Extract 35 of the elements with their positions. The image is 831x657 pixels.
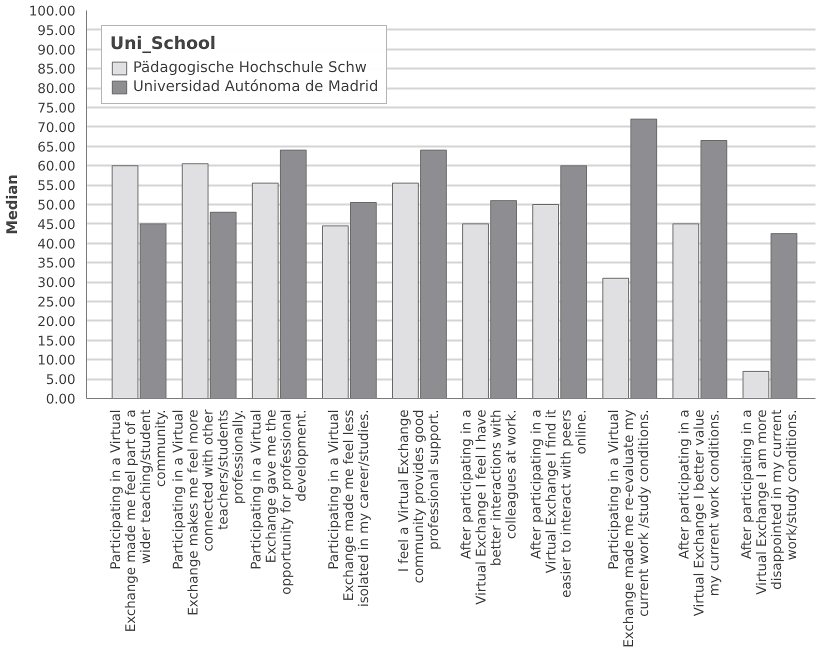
legend-label: Universidad Autónoma de Madrid xyxy=(133,78,378,95)
x-tick-label: After participating in a Virtual Exchange I better value my current work conditions. xyxy=(677,409,722,616)
y-tick-label: 35.00 xyxy=(37,256,76,272)
x-tick-label: Participating in a Virtual Exchange gave me the opportunity for professional development. xyxy=(249,409,310,595)
x-tick-label: I feel a Virtual Exchange community provides good professional support. xyxy=(396,409,442,584)
x-tick-label: Participating in a Virtual Exchange made me feel part of a wider teaching/student community. xyxy=(109,409,170,632)
y-tick-label: 40.00 xyxy=(37,237,76,252)
y-tick-label: 55.00 xyxy=(37,179,76,194)
y-tick-label: 25.00 xyxy=(37,296,76,310)
x-tick-label: Participating in a Virtual Exchange makes me feel more connected with other teachers/students professionally. xyxy=(172,408,247,616)
y-tick-label: 100.00 xyxy=(28,4,76,20)
y-tick-label: 30.00 xyxy=(37,276,76,292)
x-tick-label: Participating in a Virtual Exchange made me feel less isolated in my career/studies. xyxy=(326,409,372,607)
x-tick-label: After participating in a Virtual Exchange I find it easier to interact with peers online. xyxy=(530,409,590,598)
x-tick-label: Participating in a Virtual Exchange made me re-evaluate my current work /study conditions. xyxy=(607,409,652,648)
legend-title: Uni_School xyxy=(110,34,217,54)
y-tick-label: 50.00 xyxy=(37,198,76,214)
y-tick-label: 95.00 xyxy=(37,24,76,39)
y-axis-title: Median xyxy=(4,174,21,235)
y-tick-label: 85.00 xyxy=(37,62,76,78)
y-tick-label: 0.00 xyxy=(46,392,76,408)
x-tick-label: After participating in a Virtual Exchange I feel I have better interactions with colleagues at work. xyxy=(460,409,520,605)
y-tick-label: 60.00 xyxy=(37,160,76,175)
y-tick-label: 70.00 xyxy=(37,120,76,136)
y-tick-label: 45.00 xyxy=(37,218,76,233)
y-tick-label: 10.00 xyxy=(37,354,76,369)
y-tick-label: 20.00 xyxy=(37,314,76,330)
y-tick-label: 15.00 xyxy=(37,334,76,350)
y-tick-label: 5.00 xyxy=(46,373,76,388)
y-tick-label: 65.00 xyxy=(37,140,76,156)
legend-label: Pädagogische Hochschule Schw xyxy=(133,59,367,76)
y-tick-label: 75.00 xyxy=(37,102,76,116)
y-tick-label: 80.00 xyxy=(37,82,76,98)
x-tick-label: After participating in a Virtual Exchange I am more disappointed in my current work/study conditions. xyxy=(740,409,800,595)
y-tick-label: 90.00 xyxy=(37,43,76,58)
